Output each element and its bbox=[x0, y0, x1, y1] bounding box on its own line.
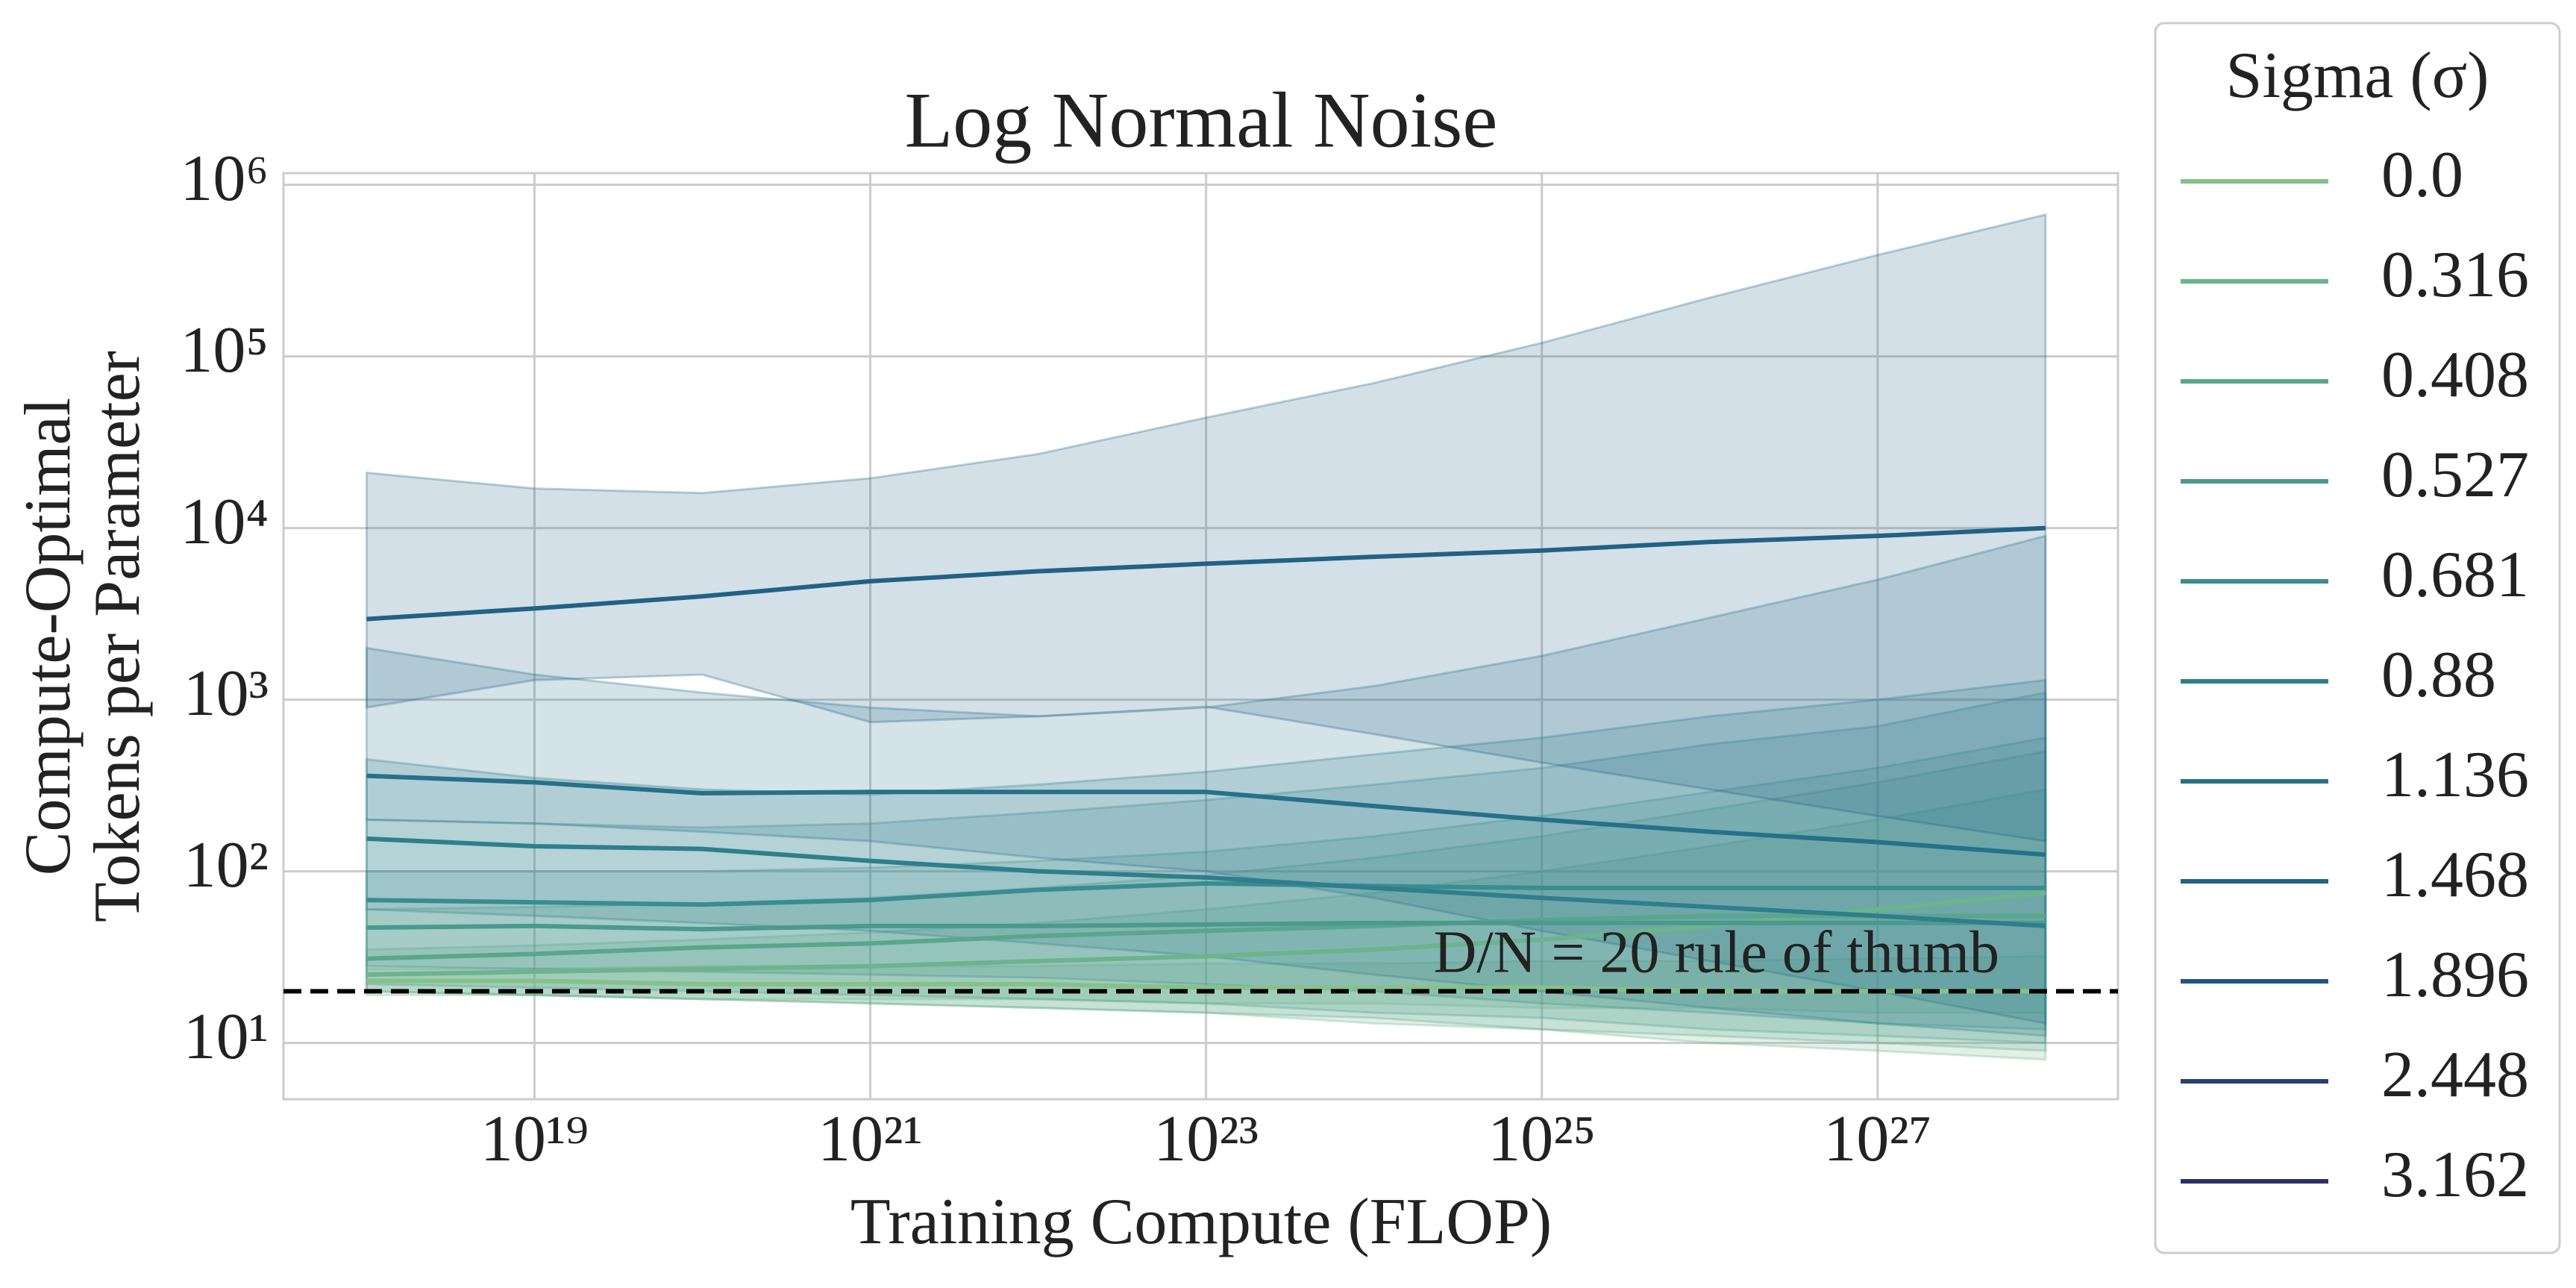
chart-title: Log Normal Noise bbox=[905, 76, 1498, 163]
legend-label: 0.681 bbox=[2381, 539, 2529, 611]
y-axis-label: Compute-Optimal bbox=[12, 398, 84, 875]
series-line bbox=[366, 920, 2046, 932]
series-line bbox=[366, 890, 2046, 978]
y-tick-label: 10⁶ bbox=[180, 143, 269, 215]
plot-frame bbox=[282, 172, 2119, 1101]
y-tick-label: 10¹ bbox=[184, 1001, 269, 1073]
legend-label: 0.316 bbox=[2381, 239, 2529, 311]
legend-label: 1.896 bbox=[2381, 939, 2529, 1011]
legend-box bbox=[2154, 22, 2561, 1254]
series-line bbox=[366, 773, 2046, 857]
legend-label: 0.88 bbox=[2381, 639, 2496, 711]
confidence-band bbox=[365, 213, 2047, 842]
y-tick-label: 10⁵ bbox=[180, 314, 269, 387]
legend-label: 0.527 bbox=[2381, 439, 2529, 511]
x-tick-label: 10²³ bbox=[1153, 1103, 1259, 1175]
x-tick-label: 10²⁷ bbox=[1823, 1103, 1931, 1175]
series-line bbox=[366, 836, 2046, 928]
x-axis-label: Training Compute (FLOP) bbox=[850, 1186, 1552, 1258]
series-line bbox=[366, 913, 2046, 961]
y-tick-label: 10² bbox=[184, 829, 269, 901]
confidence-band bbox=[365, 954, 2047, 1014]
series-line bbox=[366, 525, 2046, 622]
legend-title: Sigma (σ) bbox=[2226, 40, 2489, 112]
legend-label: 1.468 bbox=[2381, 839, 2529, 911]
x-tick-label: 10²¹ bbox=[818, 1103, 923, 1175]
legend-label: 0.0 bbox=[2381, 139, 2463, 211]
y-tick-label: 10³ bbox=[184, 657, 269, 730]
x-tick-label: 10¹⁹ bbox=[480, 1103, 589, 1175]
legend-label: 2.448 bbox=[2381, 1039, 2529, 1111]
legend-label: 1.136 bbox=[2381, 739, 2529, 811]
y-tick-label: 10⁴ bbox=[180, 486, 269, 558]
x-tick-label: 10²⁵ bbox=[1488, 1103, 1596, 1175]
legend-label: 3.162 bbox=[2381, 1139, 2529, 1211]
y-axis-label: Tokens per Parameter bbox=[81, 351, 154, 922]
annotation: D/N = 20 rule of thumb bbox=[1434, 920, 1999, 986]
legend-label: 0.408 bbox=[2381, 339, 2529, 411]
series-line bbox=[366, 881, 2046, 907]
